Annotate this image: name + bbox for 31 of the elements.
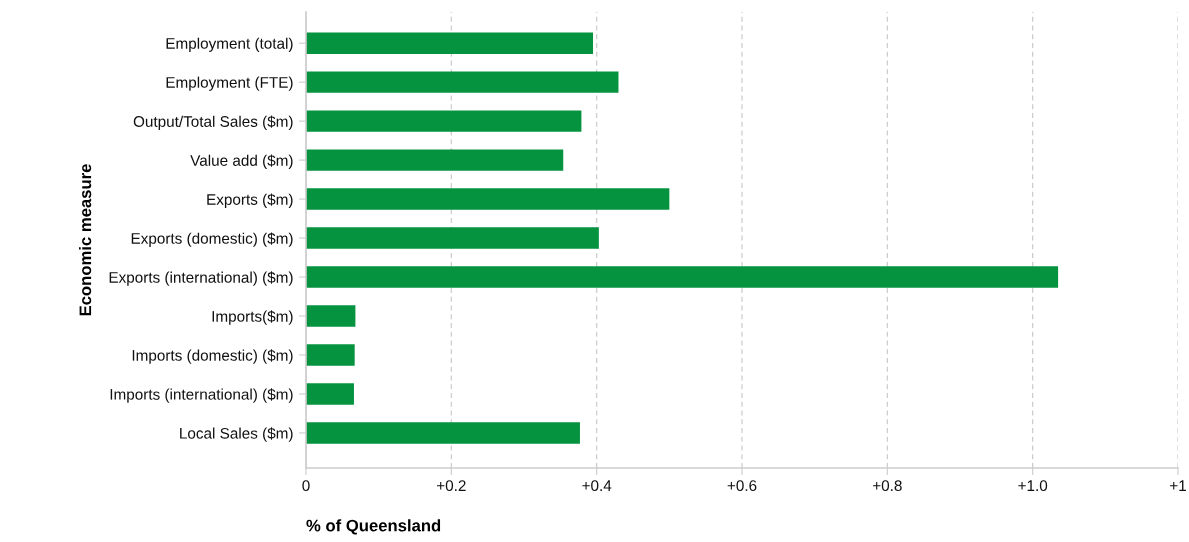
bar	[306, 188, 670, 210]
y-tick-label: Imports (domestic) ($m)	[132, 349, 293, 364]
bar	[306, 422, 580, 444]
y-tick-label: Local Sales ($m)	[180, 427, 293, 442]
x-tick-label: +0.4	[582, 480, 612, 492]
x-tick-label: 0	[302, 480, 310, 492]
bar	[306, 305, 356, 327]
x-tick-label: +0.8	[873, 480, 902, 492]
y-tick-label: Exports ($m)	[207, 193, 293, 208]
x-tick-label: +0.2	[437, 480, 466, 492]
y-tick-label: Employment (FTE)	[166, 76, 293, 91]
bar	[306, 383, 354, 405]
bar	[306, 266, 1059, 288]
bar	[306, 344, 355, 366]
bar	[306, 149, 564, 171]
y-tick-label: Imports (international) ($m)	[110, 388, 293, 403]
bar	[306, 32, 594, 54]
y-axis-title: Economic measure	[78, 164, 92, 316]
bar	[306, 110, 582, 132]
y-tick-label: Exports (domestic) ($m)	[131, 232, 293, 247]
y-tick-label: Exports (international) ($m)	[109, 271, 293, 286]
y-tick-label: Imports($m)	[212, 310, 293, 325]
x-tick-label: +1	[1170, 480, 1186, 491]
x-tick-label: +0.6	[727, 480, 757, 492]
y-tick-label: Value add ($m)	[190, 154, 293, 169]
y-tick-label: Employment (total)	[166, 37, 293, 52]
x-axis-title: % of Queensland	[306, 519, 441, 535]
x-tick-label: +1.0	[1018, 480, 1048, 492]
bar	[306, 71, 619, 93]
bar	[306, 227, 599, 249]
y-tick-label: Output/Total Sales ($m)	[133, 115, 293, 130]
